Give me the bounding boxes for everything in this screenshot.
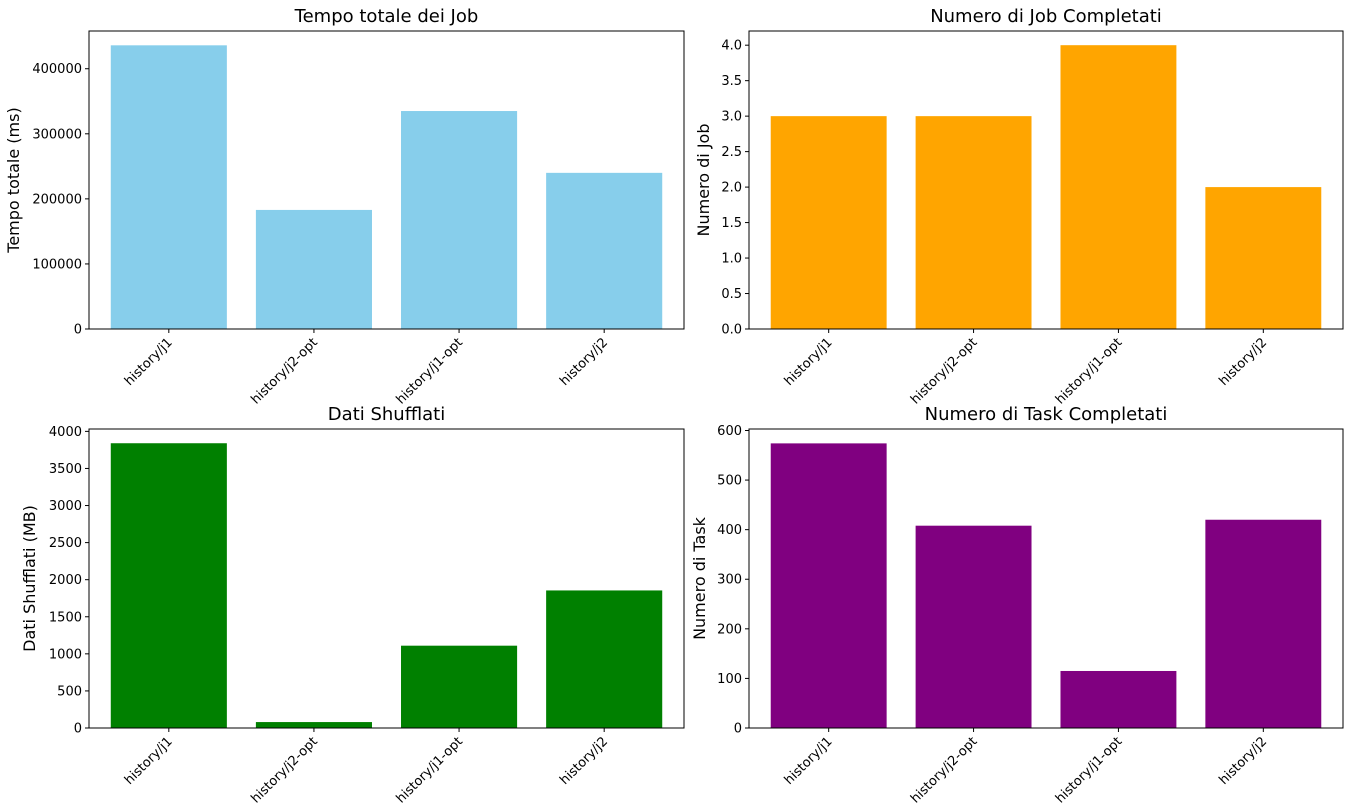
chart-panel-1: history/j1 history/j2-opt history/j1-opt hi… <box>4 6 685 408</box>
x-tick-label: history/j1 <box>782 335 836 389</box>
bar-history-j2-opt <box>915 116 1032 330</box>
x-tick-label: history/j2-opt <box>248 734 320 806</box>
chart-title: Dati Shufflati <box>328 404 445 425</box>
bar-history-j2-opt <box>255 209 372 329</box>
chart-panel-2: history/j1 history/j2-opt history/j1-opt hi… <box>694 6 1344 408</box>
x-tick-label: history/j1-opt <box>1053 734 1125 806</box>
y-tick-label: 0 <box>74 722 82 737</box>
x-tick-label: history/j2 <box>1216 335 1270 389</box>
x-tick-label: history/j2-opt <box>908 335 980 407</box>
x-tick-label: history/j1 <box>122 734 176 788</box>
y-tick-label: 2000 <box>49 573 82 588</box>
y-tick-label: 400 <box>717 523 742 538</box>
bar-history-j2 <box>546 590 663 728</box>
chart-title: Numero di Job Completati <box>930 6 1162 27</box>
y-tick-label: 300 <box>717 573 742 588</box>
chart-panel-4: history/j1 history/j2-opt history/j1-opt hi… <box>690 404 1344 807</box>
y-tick-label: 3500 <box>49 462 82 477</box>
y-tick-label: 1.0 <box>721 252 742 267</box>
y-tick-label: 200 <box>717 622 742 637</box>
bar-history-j1 <box>110 45 227 329</box>
y-tick-label: 4000 <box>49 425 82 440</box>
axes-frame <box>748 428 1344 729</box>
y-tick-label: 500 <box>57 684 82 699</box>
x-tick-label: history/j1 <box>122 335 176 389</box>
chart-title: Numero di Task Completati <box>925 404 1168 425</box>
bar-history-j2-opt <box>255 722 372 728</box>
y-tick-label: 3.5 <box>721 74 742 89</box>
x-tick-label: history/j2-opt <box>908 734 980 806</box>
x-tick-label: history/j1 <box>782 734 836 788</box>
y-tick-label: 2.5 <box>721 145 742 160</box>
bar-history-j1 <box>770 116 887 330</box>
bar-history-j2 <box>546 172 663 329</box>
bar-history-j2 <box>1205 187 1322 329</box>
bar-history-j1 <box>770 443 887 728</box>
y-tick-label: 400000 <box>32 62 82 77</box>
y-tick-label: 100000 <box>32 257 82 272</box>
x-tick-label: history/j2 <box>557 335 611 389</box>
y-tick-label: 0.0 <box>721 323 742 338</box>
bar-history-j1-opt <box>401 645 518 728</box>
y-tick-label: 0 <box>74 323 82 338</box>
y-tick-label: 2500 <box>49 536 82 551</box>
y-axis-label: Dati Shufflati (MB) <box>20 505 39 652</box>
y-tick-label: 300000 <box>32 127 82 142</box>
y-tick-label: 2.0 <box>721 181 742 196</box>
y-tick-label: 200000 <box>32 192 82 207</box>
x-tick-label: history/j2-opt <box>248 335 320 407</box>
chart-title: Tempo totale dei Job <box>294 6 479 27</box>
y-tick-label: 3.0 <box>721 110 742 125</box>
axes-frame <box>88 30 685 330</box>
y-tick-label: 500 <box>717 474 742 489</box>
y-tick-label: 600 <box>717 424 742 439</box>
bar-history-j2-opt <box>915 525 1032 728</box>
y-tick-label: 4.0 <box>721 39 742 54</box>
y-tick-label: 0 <box>734 722 742 737</box>
bar-history-j2 <box>1205 519 1322 728</box>
axes-frame <box>748 30 1344 330</box>
y-tick-label: 3000 <box>49 499 82 514</box>
chart-panel-3: history/j1 history/j2-opt history/j1-opt hi… <box>20 404 685 807</box>
y-axis-label: Tempo totale (ms) <box>4 107 23 253</box>
x-tick-label: history/j1-opt <box>1053 335 1125 407</box>
y-axis-label: Numero di Job <box>694 124 713 237</box>
x-tick-label: history/j2 <box>557 734 611 788</box>
y-tick-label: 1.5 <box>721 216 742 231</box>
bar-history-j1-opt <box>401 111 518 329</box>
x-tick-label: history/j1-opt <box>394 335 466 407</box>
y-tick-label: 1000 <box>49 647 82 662</box>
y-tick-label: 1500 <box>49 610 82 625</box>
y-tick-label: 0.5 <box>721 287 742 302</box>
y-tick-label: 100 <box>717 672 742 687</box>
axes-frame <box>88 428 685 729</box>
bar-history-j1-opt <box>1060 45 1177 329</box>
bar-history-j1 <box>110 443 227 728</box>
x-tick-label: history/j1-opt <box>394 734 466 806</box>
bar-history-j1-opt <box>1060 670 1177 728</box>
x-tick-label: history/j2 <box>1216 734 1270 788</box>
y-axis-label: Numero di Task <box>690 516 709 640</box>
